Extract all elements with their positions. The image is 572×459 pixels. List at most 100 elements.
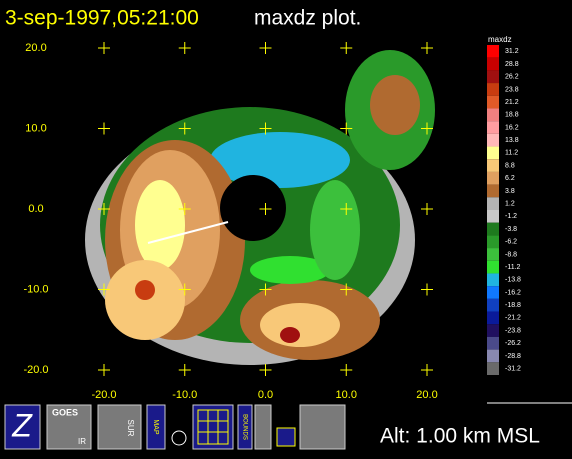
- toolbar: Z GOES IR SUR MAP BOUNDS: [4, 404, 346, 450]
- colorbar-swatch: [487, 108, 499, 122]
- grid-cross: [340, 122, 353, 135]
- y-tick-label: -10.0: [23, 283, 48, 295]
- colorbar-value: 16.2: [505, 124, 519, 131]
- colorbar-value: 3.8: [505, 188, 515, 195]
- grid-cross: [178, 42, 191, 54]
- colorbar-swatch: [487, 222, 499, 236]
- colorbar-value: -16.2: [505, 289, 521, 296]
- colorbar-swatch: [487, 95, 499, 109]
- colorbar-swatch: [487, 83, 499, 96]
- colorbar-swatch: [487, 349, 499, 363]
- colorbar-value: -8.8: [505, 251, 517, 258]
- z-button[interactable]: [4, 404, 41, 450]
- goes-button[interactable]: [46, 404, 92, 450]
- grid-cross: [340, 203, 353, 215]
- colorbar-value: -11.2: [505, 264, 521, 271]
- colorbar-value: -18.8: [505, 302, 521, 309]
- colorbar-value: -26.2: [505, 340, 521, 347]
- colorbar-swatch: [487, 121, 499, 134]
- sur-label: SUR: [126, 420, 135, 437]
- colorbar-swatch: [487, 311, 499, 325]
- colorbar-swatch: [487, 171, 499, 185]
- ir-label: IR: [78, 437, 86, 446]
- colorbar-value: -3.8: [505, 226, 517, 233]
- colorbar-value: 11.2: [505, 150, 518, 157]
- altitude: Alt: 1.00 km MSL: [380, 425, 540, 448]
- colorbar-swatch: [487, 298, 499, 312]
- sur-button[interactable]: [97, 404, 142, 450]
- bounds-button[interactable]: [237, 404, 253, 450]
- colorbar-swatch: [487, 45, 499, 58]
- small-grid-button[interactable]: [276, 427, 296, 447]
- map-label: MAP: [152, 419, 159, 435]
- colorbar-value: -28.8: [505, 353, 521, 360]
- grid-cross: [421, 203, 433, 215]
- colorbar-swatch: [487, 248, 499, 261]
- colorbar-value: 6.2: [505, 175, 515, 182]
- date-time: 3-sep-1997,05:21:00: [5, 7, 199, 30]
- colorbar-swatch: [487, 57, 499, 71]
- colorbar-value: 23.8: [505, 86, 519, 93]
- x-tick-label: 10.0: [336, 389, 357, 401]
- map-button[interactable]: [146, 404, 166, 450]
- gear-button[interactable]: [254, 404, 272, 450]
- grid-cross: [421, 122, 433, 135]
- grid-cross: [98, 283, 110, 296]
- colorbar-swatch: [487, 159, 499, 172]
- grid-icon: [197, 409, 229, 445]
- grid-cross: [178, 122, 191, 135]
- grid-cross: [98, 122, 110, 135]
- grid-cross: [421, 42, 433, 54]
- colorbar-value: -13.8: [505, 277, 521, 284]
- colorbar-value: 28.8: [505, 61, 519, 68]
- colorbar-swatch: [487, 336, 499, 350]
- grid-cross: [340, 364, 353, 376]
- x-tick-label: -10.0: [172, 389, 197, 401]
- grid-button[interactable]: [192, 404, 234, 450]
- grid-cross: [259, 283, 272, 296]
- goes-label: GOES: [52, 407, 78, 417]
- grid-cross: [421, 283, 433, 296]
- grid-cross: [98, 203, 110, 215]
- colorbar-swatch: [487, 210, 499, 223]
- circle-button[interactable]: [171, 430, 187, 446]
- colorbar-swatch: [487, 273, 499, 287]
- colorbar-swatch: [487, 235, 499, 249]
- colorbar-value: 13.8: [505, 137, 519, 144]
- grid-cross: [98, 42, 110, 54]
- colorbar-swatch: [487, 286, 499, 299]
- colorbar-swatch: [487, 197, 499, 210]
- y-tick-label: 0.0: [28, 203, 43, 215]
- colorbar-value: -6.2: [505, 239, 517, 246]
- colorbar-value: -23.8: [505, 327, 521, 334]
- colorbar-value: 31.2: [505, 48, 519, 55]
- radar-field: [85, 50, 435, 365]
- x-tick-label: 20.0: [416, 389, 437, 401]
- grid-cross: [98, 364, 110, 376]
- grid-cross: [178, 203, 191, 215]
- colorbar-swatch: [487, 146, 499, 160]
- y-tick-label: 20.0: [25, 42, 46, 54]
- grid-cross: [259, 122, 272, 135]
- grid-cross: [178, 364, 191, 376]
- colorbar-value: 8.8: [505, 162, 515, 169]
- grid-cross: [259, 203, 272, 215]
- grid-cross: [421, 364, 433, 376]
- colorbar-value: 1.2: [505, 200, 515, 207]
- colorbar-value: -31.2: [505, 365, 521, 372]
- colorbar-value: 21.2: [505, 99, 519, 106]
- colorbar-swatch: [487, 362, 499, 375]
- x-tick-label: -20.0: [91, 389, 116, 401]
- y-tick-label: 10.0: [25, 122, 46, 134]
- grid-cross: [259, 42, 272, 54]
- colorbar-value: -1.2: [505, 213, 517, 220]
- colorbar-label: maxdz: [488, 35, 512, 44]
- bounds-label: BOUNDS: [241, 414, 247, 440]
- colorbar-value: 26.2: [505, 74, 519, 81]
- tool-button[interactable]: [299, 404, 346, 450]
- colorbar-swatch: [487, 324, 499, 337]
- z-label: Z: [11, 407, 33, 443]
- colorbar-value: -21.2: [505, 315, 521, 322]
